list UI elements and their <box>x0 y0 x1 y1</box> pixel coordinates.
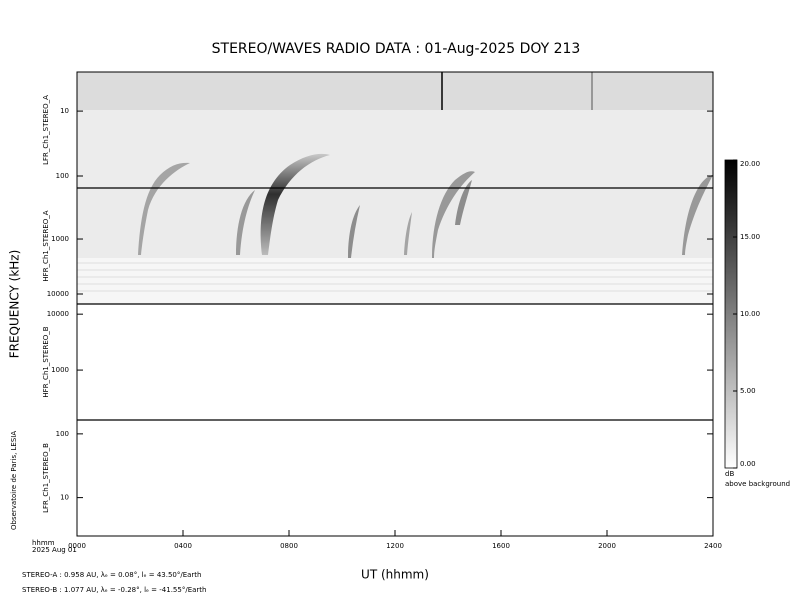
lfr-a-background <box>77 110 713 188</box>
x-unit-label: hhmm <box>32 539 55 547</box>
colorbar-tick-label: 0.00 <box>740 460 756 468</box>
hfr-a-stripes <box>77 262 713 292</box>
colorbar-label: above background <box>725 480 790 488</box>
y-tick-label: 10 <box>60 107 69 115</box>
credit: Observatoire de Paris, LESIA <box>10 431 18 530</box>
x-axis-label: UT (hhmm) <box>361 568 429 582</box>
lfr-a-noise-band <box>77 72 713 110</box>
panel-label: HFR_Ch1_STEREO_A <box>42 210 50 281</box>
x-tick-label: 2000 <box>598 542 616 550</box>
y-tick-label: 100 <box>56 172 69 180</box>
colorbar-tick-label: 15.00 <box>740 233 760 241</box>
y-tick-label: 1000 <box>51 366 69 374</box>
hfr-a-background <box>77 188 713 258</box>
x-tick-label: 0400 <box>174 542 192 550</box>
colorbar-tick-label: 5.00 <box>740 387 756 395</box>
chart-title: STEREO/WAVES RADIO DATA : 01-Aug-2025 DO… <box>212 41 581 57</box>
y-tick-label: 100 <box>56 430 69 438</box>
colorbar-tick-label: 20.00 <box>740 160 760 168</box>
y-tick-label: 10 <box>60 494 69 502</box>
y-axis-label: FREQUENCY (kHz) <box>8 250 22 359</box>
date-label: 2025 Aug 01 <box>32 546 77 554</box>
y-tick-label: 1000 <box>51 235 69 243</box>
x-tick-label: 0000 <box>68 542 86 550</box>
x-tick-label: 1200 <box>386 542 404 550</box>
colorbar-unit: dB <box>725 470 734 478</box>
x-tick-label: 1600 <box>492 542 510 550</box>
panel-label: LFR_Ch1_STEREO_A <box>42 95 50 165</box>
x-tick-label: 0800 <box>280 542 298 550</box>
hfr-a-lines <box>77 258 713 304</box>
y-tick-label: 10000 <box>47 290 69 298</box>
y-tick-label: 10000 <box>47 310 69 318</box>
footer-line: STEREO-A : 0.958 AU, λₑ = 0.08°, lₑ = 43… <box>22 571 202 579</box>
panel-label: HFR_Ch1_STEREO_B <box>42 326 50 397</box>
x-tick-label: 2400 <box>704 542 722 550</box>
burst-features <box>138 72 713 258</box>
panel-label: LFR_Ch1_STEREO_B <box>42 443 50 513</box>
colorbar-tick-label: 10.00 <box>740 310 760 318</box>
footer-line: STEREO-B : 1.077 AU, λₑ = -0.28°, lₑ = -… <box>22 586 206 594</box>
